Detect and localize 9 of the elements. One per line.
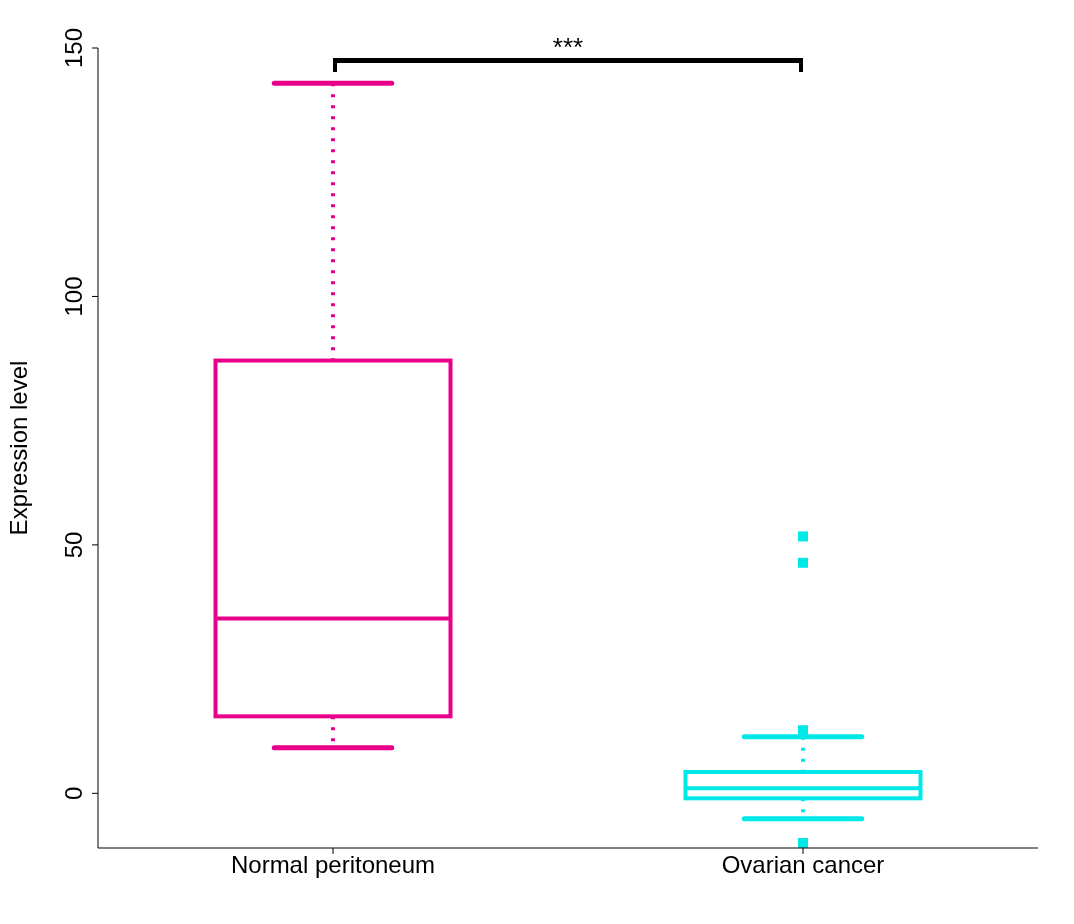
x-tick-label: Ovarian cancer bbox=[721, 851, 885, 879]
y-axis-title: Expression level bbox=[4, 360, 32, 536]
significance-bracket: *** bbox=[333, 31, 803, 72]
y-tick-label: 0 bbox=[60, 786, 87, 801]
annotation: *** bbox=[551, 31, 585, 62]
y-tick-label: 150 bbox=[60, 27, 87, 69]
y-tick-label: 50 bbox=[60, 531, 87, 559]
x-tick-label: Normal peritoneum bbox=[230, 851, 436, 879]
y-tick-label: 100 bbox=[60, 276, 87, 317]
